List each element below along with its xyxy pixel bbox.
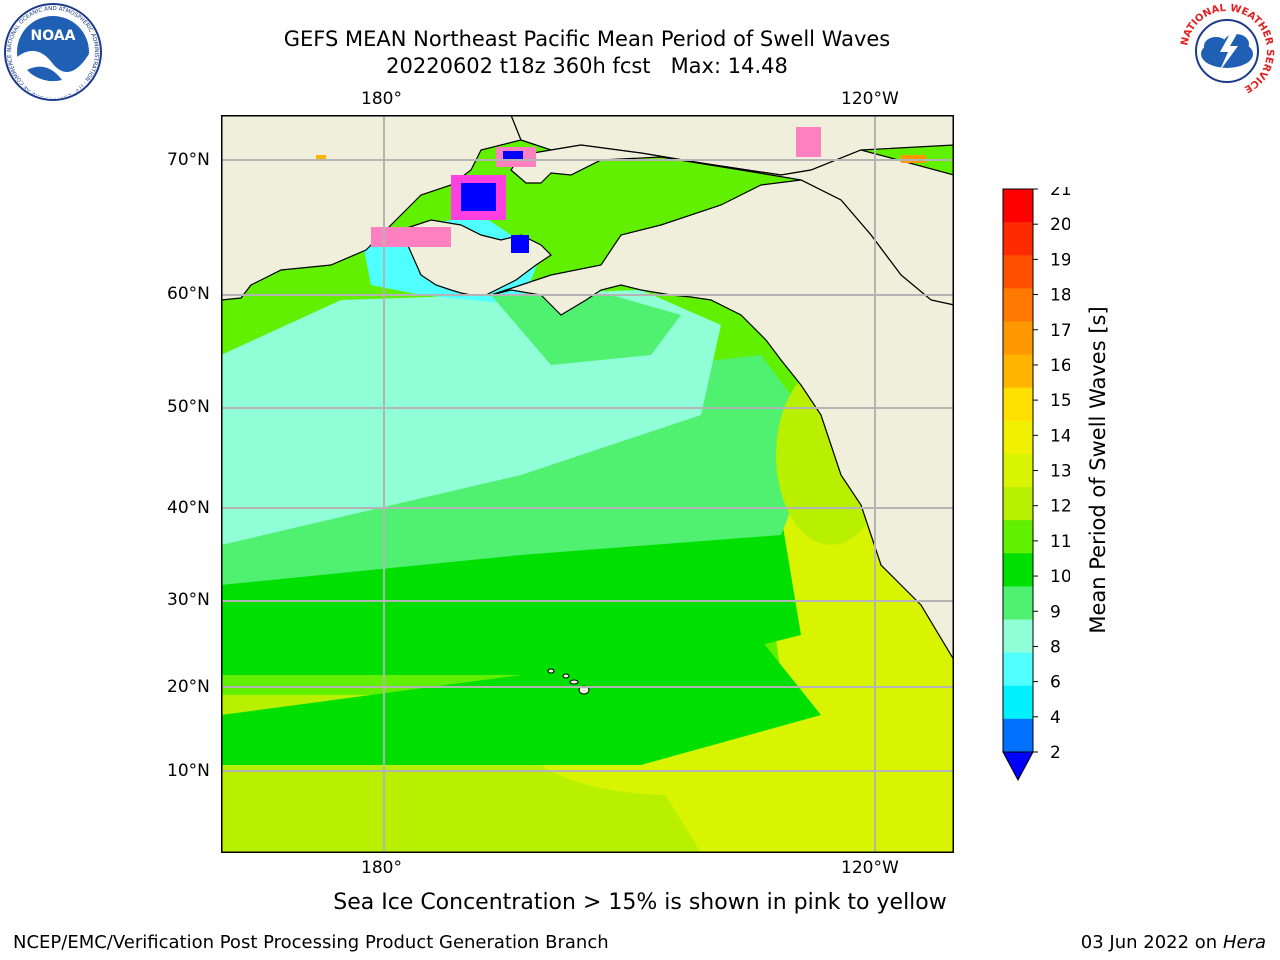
- swell-period-map: [221, 115, 954, 853]
- gulf-of-alaska-zone: [491, 295, 681, 365]
- colorbar-tick-label: 14: [1050, 426, 1070, 446]
- ice-patch: [503, 151, 523, 161]
- colorbar-tick-label: 2: [1050, 743, 1061, 763]
- colorbar-tick-label: 13: [1050, 462, 1070, 482]
- colorbar-tick-label: 12: [1050, 497, 1070, 517]
- subtropical-zone: [221, 615, 821, 765]
- lat-tick-40n: 40°N: [167, 498, 210, 518]
- footer-date: 03 Jun 2022 on Hera: [1081, 932, 1266, 953]
- map-frame: [221, 115, 954, 853]
- sea-ice-note: Sea Ice Concentration > 15% is shown in …: [333, 890, 947, 915]
- colorbar-tick-label: 18: [1050, 286, 1070, 306]
- colorbar-segment: [1003, 321, 1033, 356]
- colorbar-segment: [1003, 189, 1033, 223]
- colorbar-extend-arrow: [1002, 751, 1034, 782]
- colorbar-segment: [1003, 652, 1033, 687]
- colorbar-segment: [1003, 685, 1033, 720]
- colorbar-tick-label: 9: [1050, 602, 1061, 622]
- colorbar-tick-label: 4: [1050, 708, 1061, 728]
- lat-tick-50n: 50°N: [167, 397, 210, 417]
- map-subtitle: 20220602 t18z 360h fcst Max: 14.48: [386, 54, 788, 78]
- island: [569, 679, 579, 685]
- lon-tick-top-120w: 120°W: [841, 89, 899, 109]
- graticule: [221, 115, 954, 853]
- colorbar-segment: [1003, 619, 1033, 654]
- colorbar-tick-label: 11: [1050, 532, 1070, 552]
- colorbar-segment: [1003, 420, 1033, 455]
- lat-tick-70n: 70°N: [167, 150, 210, 170]
- ice-patch: [371, 227, 451, 247]
- footer-credit: NCEP/EMC/Verification Post Processing Pr…: [13, 932, 609, 953]
- colorbar: 21 20 19 18 17 16 15 14 13 12 11 10 9 8 6 4 2: [1002, 187, 1070, 782]
- colorbar-segment: [1003, 553, 1033, 587]
- island: [562, 673, 570, 679]
- colorbar-segment: [1003, 586, 1033, 621]
- colorbar-label: Mean Period of Swell Waves [s]: [1086, 306, 1110, 634]
- nws-logo: NATIONAL WEATHER SERVICE: [1179, 3, 1275, 98]
- lon-tick-bottom-120w: 120°W: [841, 858, 899, 878]
- lon-tick-bottom-180: 180°: [361, 858, 402, 878]
- colorbar-segment: [1003, 387, 1033, 422]
- colorbar-segment: [1003, 288, 1033, 322]
- colorbar-tick-label: 21: [1050, 187, 1070, 200]
- colorbar-tick-label: 17: [1050, 321, 1070, 341]
- ice-patch: [461, 183, 496, 211]
- colorbar-segment: [1003, 354, 1033, 389]
- colorbar-segment: [1003, 222, 1033, 256]
- colorbar-tick-label: 19: [1050, 250, 1070, 270]
- island: [547, 668, 555, 674]
- ice-patch: [316, 155, 326, 161]
- colorbar-tick-label: 8: [1050, 637, 1061, 657]
- colorbar-segment: [1003, 718, 1033, 752]
- footer-date-text: 03 Jun 2022 on: [1080, 932, 1218, 953]
- siberia-land: [221, 115, 522, 301]
- lat-tick-30n: 30°N: [167, 590, 210, 610]
- noaa-logo: NATIONAL OCEANIC AND ATMOSPHERIC ADMINIS…: [4, 3, 102, 101]
- lon-tick-top-180: 180°: [361, 89, 402, 109]
- colorbar-segment: [1003, 520, 1033, 554]
- lat-tick-10n: 10°N: [167, 761, 210, 781]
- colorbar-segment: [1003, 487, 1033, 521]
- alaska-mainland: [510, 144, 954, 306]
- ice-patch: [511, 235, 529, 253]
- lat-tick-60n: 60°N: [167, 284, 210, 304]
- noaa-text: NOAA: [31, 28, 76, 44]
- colorbar-segment: [1003, 255, 1033, 289]
- map-title: GEFS MEAN Northeast Pacific Mean Period …: [283, 27, 891, 51]
- colorbar-tick-label: 15: [1050, 391, 1070, 411]
- colorbar-tick-label: 6: [1050, 673, 1061, 693]
- ice-patch: [796, 127, 821, 157]
- alaska-peninsula: [490, 179, 954, 662]
- footer-machine: Hera: [1222, 932, 1266, 953]
- lat-tick-20n: 20°N: [167, 677, 210, 697]
- colorbar-tick-label: 20: [1050, 215, 1070, 235]
- colorbar-segment: [1003, 453, 1033, 488]
- colorbar-tick-label: 16: [1050, 356, 1070, 376]
- colorbar-tick-label: 10: [1050, 567, 1070, 587]
